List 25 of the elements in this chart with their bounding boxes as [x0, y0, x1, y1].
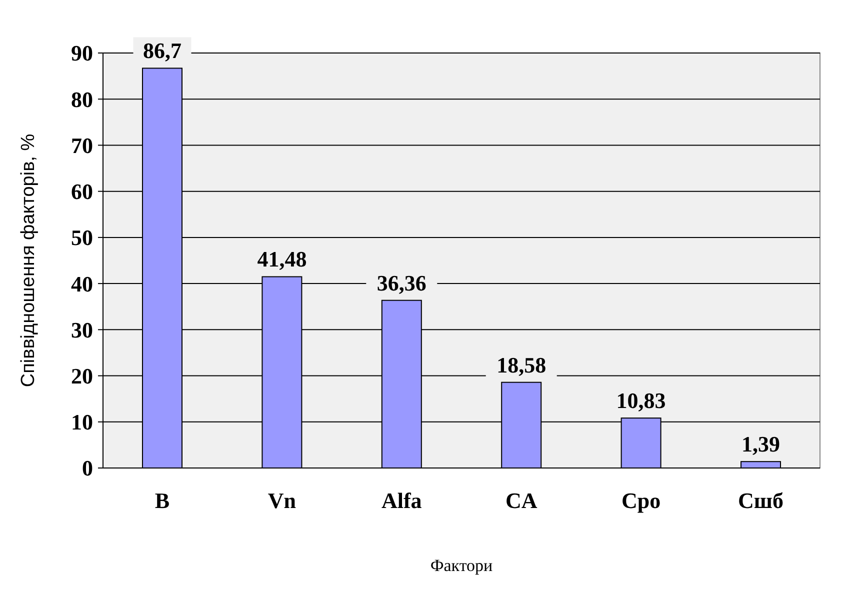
- data-label: 1,39: [742, 432, 780, 457]
- y-tick-label: 20: [71, 363, 93, 388]
- x-tick-label: CA: [505, 488, 538, 513]
- data-label: 36,36: [376, 270, 426, 296]
- data-label: 18,58: [496, 352, 546, 378]
- data-label: 86,7: [143, 38, 182, 64]
- y-tick-label: 0: [82, 456, 93, 481]
- y-tick-label: 30: [71, 317, 93, 342]
- x-tick-label: B: [154, 488, 170, 513]
- y-axis-title: Співвідношення факторів, %: [18, 134, 39, 388]
- data-label: 41,48: [257, 246, 307, 272]
- y-tick-label: 10: [71, 410, 93, 435]
- x-tick-label: Vn: [268, 488, 296, 513]
- bar: [740, 461, 781, 468]
- x-tick-label: Cpo: [621, 488, 661, 513]
- data-label: 10,83: [616, 388, 666, 414]
- x-axis-title: Фактори: [430, 556, 493, 575]
- y-tick-label: 40: [71, 271, 93, 296]
- x-tick-label: Сшб: [738, 488, 784, 513]
- y-tick-label: 80: [71, 86, 93, 112]
- x-tick-label: Alfa: [381, 488, 422, 513]
- y-tick-label: 50: [71, 225, 93, 250]
- y-tick-label: 60: [71, 179, 93, 204]
- y-tick-label: 70: [71, 132, 93, 158]
- y-tick-label: 90: [71, 40, 93, 66]
